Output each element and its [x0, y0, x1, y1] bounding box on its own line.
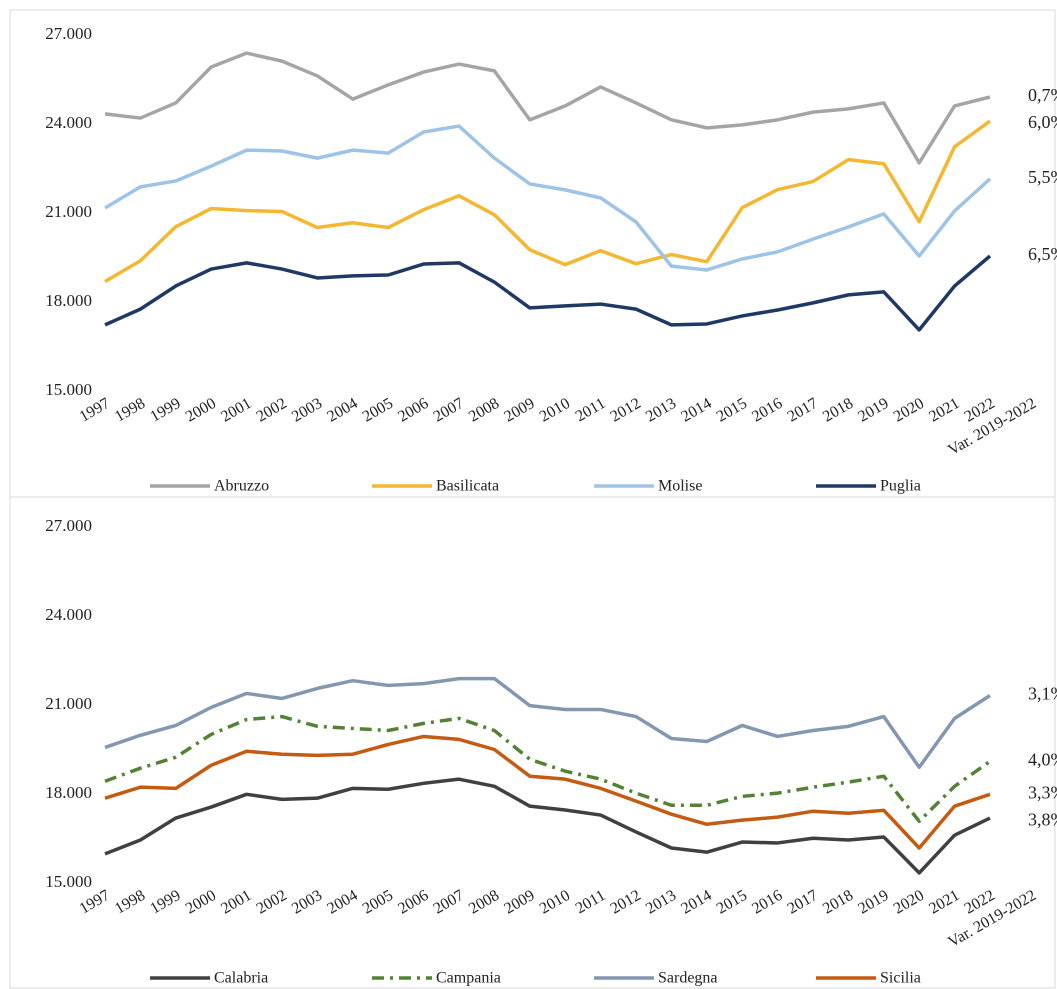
series-line — [104, 51, 991, 165]
series-line — [104, 124, 992, 272]
x-tick-label: 2012 — [608, 395, 644, 426]
change-label: 6,0% — [1028, 112, 1057, 132]
x-tick-label: 2014 — [678, 395, 714, 426]
legend-label: Campania — [436, 970, 501, 987]
x-tick-label: 2007 — [431, 395, 467, 426]
panel-frame — [9, 496, 1056, 989]
change-label: 0,7% — [1028, 85, 1057, 105]
x-tick-label: 2009 — [501, 395, 537, 426]
x-tick-label: 2020 — [891, 887, 927, 918]
legend-label: Calabria — [214, 970, 268, 987]
x-tick-label: 2015 — [714, 887, 750, 918]
series-line — [104, 734, 991, 850]
x-tick-label: 2011 — [573, 887, 609, 917]
x-tick-label: 2017 — [785, 887, 821, 918]
x-tick-label: 2010 — [537, 395, 573, 426]
x-tick-label: 2011 — [573, 395, 609, 425]
y-tick-label: 15.000 — [45, 872, 92, 891]
x-tick-label: 1999 — [147, 887, 183, 918]
x-tick-label: 2021 — [926, 395, 962, 426]
x-tick-label: 2015 — [714, 395, 750, 426]
x-tick-label: 2020 — [891, 395, 927, 426]
x-tick-label: 2013 — [643, 887, 679, 918]
series-line — [104, 777, 991, 875]
y-tick-label: 24.000 — [45, 113, 92, 132]
x-tick-label: 2004 — [324, 887, 360, 918]
y-tick-label: 18.000 — [45, 783, 92, 802]
x-tick-label: 2017 — [785, 395, 821, 426]
x-tick-label: 2006 — [395, 395, 431, 426]
x-tick-label: 2008 — [466, 395, 502, 426]
x-tick-label: 2019 — [855, 887, 891, 918]
series-line — [104, 714, 992, 824]
y-tick-label: 27.000 — [45, 516, 92, 535]
series-line — [104, 254, 992, 332]
y-tick-label: 15.000 — [45, 380, 92, 399]
x-tick-label: 2001 — [218, 395, 254, 426]
x-tick-label: 2016 — [749, 395, 785, 426]
x-tick-label: 2007 — [431, 887, 467, 918]
change-label: 5,5% — [1028, 167, 1057, 187]
x-tick-label: 2018 — [820, 395, 856, 426]
x-tick-label: 2012 — [608, 887, 644, 918]
change-label: 3,1% — [1028, 684, 1057, 704]
y-tick-label: 18.000 — [45, 291, 92, 310]
x-tick-label: 2004 — [324, 395, 360, 426]
x-tick-label: 2002 — [254, 395, 290, 426]
x-tick-label: 2019 — [855, 395, 891, 426]
x-tick-label: 2003 — [289, 887, 325, 918]
x-tick-label: 2018 — [820, 887, 856, 918]
change-label: 4,0% — [1028, 749, 1057, 769]
change-label: 3,8% — [1028, 809, 1057, 829]
legend-label: Abruzzo — [214, 478, 269, 495]
legend-label: Basilicata — [436, 478, 499, 495]
x-tick-label: 2005 — [360, 395, 396, 426]
x-tick-label: 2021 — [926, 887, 962, 918]
x-tick-label: 1999 — [147, 395, 183, 426]
legend-label: Sicilia — [880, 970, 921, 987]
x-tick-label: 2002 — [254, 887, 290, 918]
x-tick-label: 2003 — [289, 395, 325, 426]
x-tick-label: 2005 — [360, 887, 396, 918]
series-line — [104, 676, 991, 770]
x-tick-label: 2000 — [183, 887, 219, 918]
y-tick-label: 21.000 — [45, 694, 92, 713]
x-tick-label: 2009 — [501, 887, 537, 918]
x-tick-label: 2001 — [218, 887, 254, 918]
x-tick-label: 2006 — [395, 887, 431, 918]
legend-label: Sardegna — [658, 970, 718, 987]
x-tick-label: 2000 — [183, 395, 219, 426]
x-tick-label: 1997 — [77, 887, 113, 918]
legend-label: Molise — [658, 478, 702, 495]
x-tick-label: 1998 — [112, 395, 148, 426]
x-tick-label: 2016 — [749, 887, 785, 918]
change-label: 6,5% — [1028, 244, 1057, 264]
y-tick-label: 27.000 — [45, 24, 92, 43]
x-tick-label: 1997 — [77, 395, 113, 426]
x-tick-label: 2014 — [678, 887, 714, 918]
x-tick-label: 2013 — [643, 395, 679, 426]
y-tick-label: 21.000 — [45, 202, 92, 221]
x-tick-label: 1998 — [112, 887, 148, 918]
x-tick-label: 2008 — [466, 887, 502, 918]
x-tick-label: 2010 — [537, 887, 573, 918]
legend-label: Puglia — [880, 478, 921, 495]
series-line — [104, 119, 992, 284]
y-tick-label: 24.000 — [45, 605, 92, 624]
change-label: 3,3% — [1028, 782, 1057, 802]
